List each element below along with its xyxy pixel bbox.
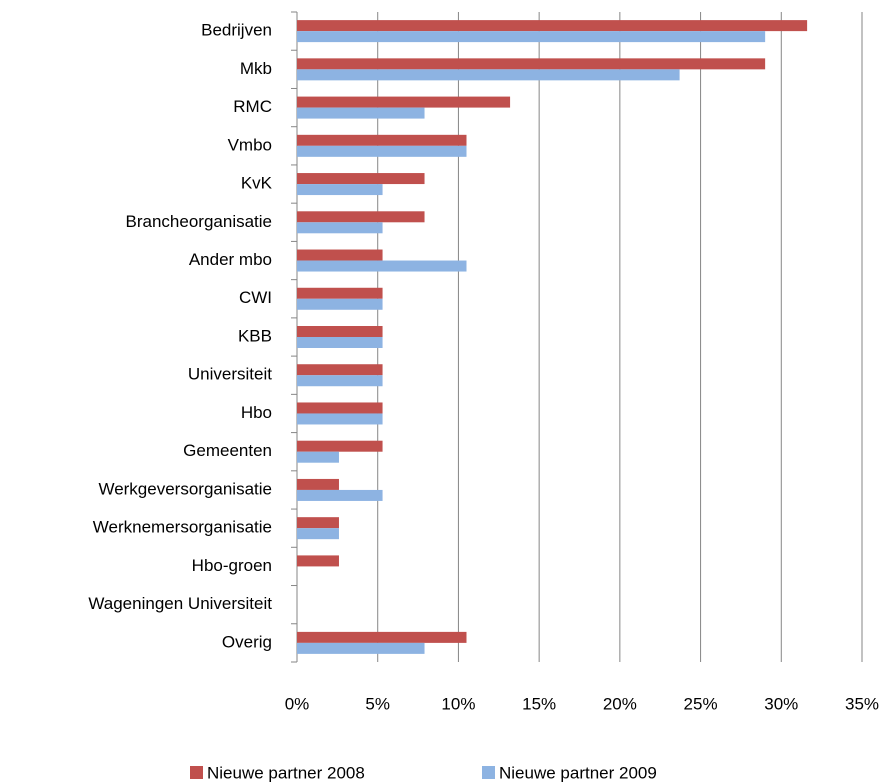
bar bbox=[297, 184, 383, 196]
y-tick-label: Hbo bbox=[241, 403, 272, 422]
x-tick-label: 25% bbox=[684, 694, 718, 713]
bar bbox=[297, 69, 680, 81]
bar bbox=[297, 222, 383, 234]
y-tick-label: Universiteit bbox=[188, 365, 272, 384]
bar bbox=[297, 528, 339, 540]
x-tick-label: 0% bbox=[285, 694, 310, 713]
bar bbox=[297, 402, 383, 414]
bar bbox=[297, 249, 383, 261]
bar bbox=[297, 413, 383, 425]
y-tick-label: Ander mbo bbox=[189, 250, 272, 269]
bar bbox=[297, 517, 339, 529]
legend-swatch bbox=[482, 766, 495, 779]
y-tick-label: Gemeenten bbox=[183, 441, 272, 460]
y-tick-label: Brancheorganisatie bbox=[126, 212, 272, 231]
x-tick-label: 35% bbox=[845, 694, 879, 713]
x-tick-label: 20% bbox=[603, 694, 637, 713]
y-tick-label: Bedrijven bbox=[201, 21, 272, 40]
y-tick-label: Overig bbox=[222, 632, 272, 651]
bar bbox=[297, 478, 339, 490]
bar bbox=[297, 145, 467, 157]
bar bbox=[297, 287, 383, 299]
bar bbox=[297, 107, 425, 119]
x-tick-label: 15% bbox=[522, 694, 556, 713]
bar bbox=[297, 20, 808, 32]
bar bbox=[297, 326, 383, 337]
y-tick-label: Mkb bbox=[240, 59, 272, 78]
y-tick-label: Hbo-groen bbox=[192, 556, 272, 575]
bar bbox=[297, 337, 383, 348]
bar bbox=[297, 631, 467, 643]
bar bbox=[297, 642, 425, 654]
bar bbox=[297, 211, 425, 223]
bar bbox=[297, 58, 766, 70]
x-tick-label: 10% bbox=[441, 694, 475, 713]
legend-swatch bbox=[190, 766, 203, 779]
y-tick-label: CWI bbox=[239, 288, 272, 307]
bar bbox=[297, 555, 339, 567]
bar bbox=[297, 440, 383, 452]
bar bbox=[297, 173, 425, 185]
bar bbox=[297, 96, 511, 108]
bar bbox=[297, 31, 766, 43]
legend-label: Nieuwe partner 2008 bbox=[207, 763, 365, 782]
y-tick-label: Vmbo bbox=[228, 135, 272, 154]
bar bbox=[297, 489, 383, 501]
bar bbox=[297, 260, 467, 272]
bar bbox=[297, 364, 383, 376]
legend-label: Nieuwe partner 2009 bbox=[499, 763, 657, 782]
bar bbox=[297, 375, 383, 387]
y-tick-label: Werknemersorganisatie bbox=[93, 518, 272, 537]
bar bbox=[297, 451, 339, 463]
bar bbox=[297, 134, 467, 146]
x-tick-label: 5% bbox=[365, 694, 390, 713]
y-tick-label: RMC bbox=[233, 97, 272, 116]
y-tick-label: Wageningen Universiteit bbox=[88, 594, 272, 613]
y-tick-label: Werkgeversorganisatie bbox=[98, 479, 272, 498]
y-tick-label: KvK bbox=[241, 174, 273, 193]
y-tick-label: KBB bbox=[238, 326, 272, 345]
bar bbox=[297, 298, 383, 310]
x-tick-label: 30% bbox=[764, 694, 798, 713]
